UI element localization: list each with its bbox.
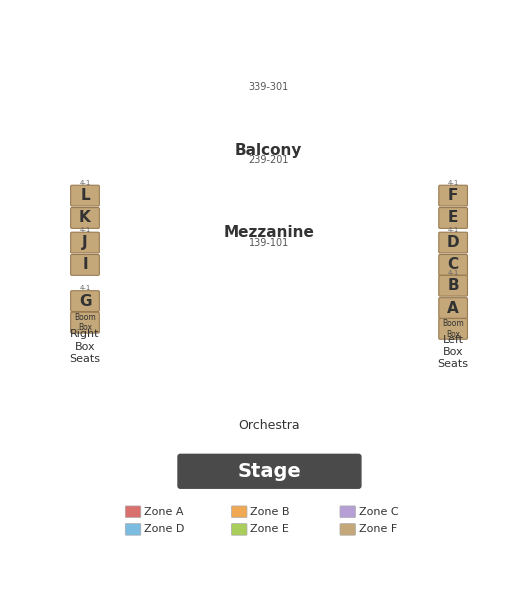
Text: 339-301: 339-301 xyxy=(248,82,289,93)
Text: 4-1: 4-1 xyxy=(447,270,459,276)
Text: 239-201: 239-201 xyxy=(248,155,289,165)
Text: I: I xyxy=(82,257,88,273)
FancyBboxPatch shape xyxy=(232,506,247,517)
Text: Left
Box
Seats: Left Box Seats xyxy=(438,334,469,369)
Text: 139-101: 139-101 xyxy=(248,238,289,248)
Text: Zone F: Zone F xyxy=(359,525,397,534)
FancyBboxPatch shape xyxy=(439,298,467,318)
Text: Mezzanine: Mezzanine xyxy=(223,225,314,240)
Text: Balcony: Balcony xyxy=(235,143,302,158)
Text: Right
Box
Seats: Right Box Seats xyxy=(69,329,100,364)
Text: Boom
Box: Boom Box xyxy=(442,319,464,339)
Text: Zone E: Zone E xyxy=(250,525,289,534)
FancyBboxPatch shape xyxy=(439,318,467,339)
FancyBboxPatch shape xyxy=(439,275,467,296)
Text: D: D xyxy=(447,235,459,250)
Text: E: E xyxy=(448,210,458,226)
FancyBboxPatch shape xyxy=(71,312,99,333)
Text: C: C xyxy=(447,257,459,273)
FancyBboxPatch shape xyxy=(232,523,247,535)
Text: Zone C: Zone C xyxy=(359,507,398,517)
FancyBboxPatch shape xyxy=(71,207,99,228)
Text: Zone A: Zone A xyxy=(144,507,183,517)
FancyBboxPatch shape xyxy=(125,506,141,517)
Text: Zone B: Zone B xyxy=(250,507,290,517)
Text: B: B xyxy=(447,278,459,293)
FancyBboxPatch shape xyxy=(71,232,99,253)
FancyBboxPatch shape xyxy=(439,232,467,253)
Text: Zone D: Zone D xyxy=(144,525,184,534)
Text: 4-1: 4-1 xyxy=(447,226,459,232)
Text: Boom
Box: Boom Box xyxy=(74,313,96,332)
FancyBboxPatch shape xyxy=(340,506,355,517)
Text: 4-1: 4-1 xyxy=(79,285,91,291)
Text: F: F xyxy=(448,188,458,203)
FancyBboxPatch shape xyxy=(439,185,467,206)
Text: Orchestra: Orchestra xyxy=(238,419,299,432)
Text: 4-1: 4-1 xyxy=(79,179,91,185)
Text: K: K xyxy=(79,210,91,226)
Text: G: G xyxy=(79,293,91,309)
Text: 4-1: 4-1 xyxy=(79,226,91,232)
FancyBboxPatch shape xyxy=(340,523,355,535)
FancyBboxPatch shape xyxy=(439,207,467,228)
Text: L: L xyxy=(80,188,90,203)
Text: 4-1: 4-1 xyxy=(447,179,459,185)
FancyBboxPatch shape xyxy=(125,523,141,535)
FancyBboxPatch shape xyxy=(178,454,361,488)
FancyBboxPatch shape xyxy=(439,254,467,275)
Text: Stage: Stage xyxy=(238,462,301,481)
Text: J: J xyxy=(82,235,88,250)
FancyBboxPatch shape xyxy=(71,291,99,312)
Text: A: A xyxy=(447,301,459,315)
FancyBboxPatch shape xyxy=(71,185,99,206)
FancyBboxPatch shape xyxy=(71,254,99,275)
